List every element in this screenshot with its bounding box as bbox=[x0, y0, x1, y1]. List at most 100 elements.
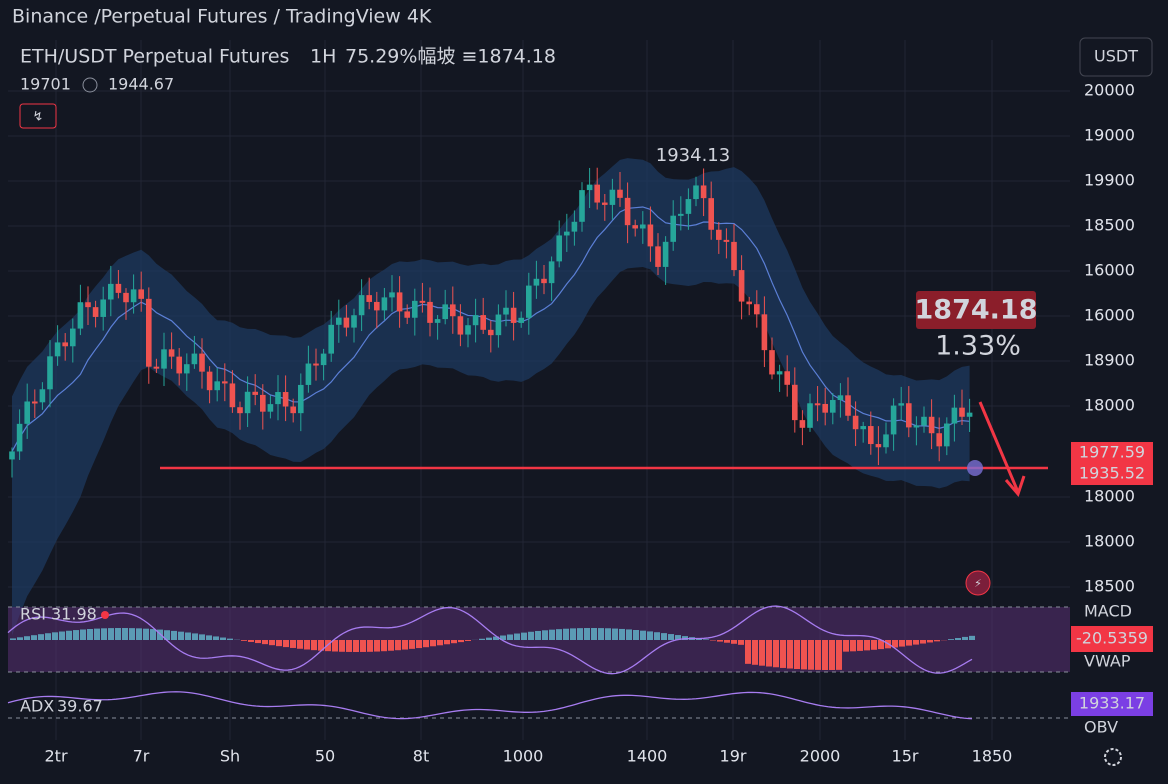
histogram-bar bbox=[220, 637, 226, 640]
histogram-bar bbox=[913, 640, 919, 645]
histogram-bar bbox=[724, 640, 730, 643]
histogram-bar bbox=[101, 628, 107, 640]
histogram-bar bbox=[682, 636, 688, 640]
histogram-bar bbox=[59, 631, 65, 640]
histogram-bar bbox=[640, 630, 646, 640]
histogram-bar bbox=[73, 630, 79, 640]
histogram-bar bbox=[500, 635, 506, 640]
histogram-bar bbox=[31, 635, 37, 640]
histogram-bar bbox=[227, 638, 233, 640]
icon-button[interactable] bbox=[19, 103, 57, 129]
candle bbox=[153, 366, 160, 369]
histogram-bar bbox=[570, 628, 576, 640]
badge-label: 1935.52 bbox=[1079, 464, 1145, 483]
price-axis-label: 19000 bbox=[1084, 126, 1135, 145]
histogram-bar bbox=[801, 640, 807, 670]
candle bbox=[108, 283, 114, 300]
macd-label: MACD bbox=[1084, 602, 1132, 621]
candle bbox=[944, 423, 950, 447]
histogram-bar bbox=[577, 628, 583, 640]
candle bbox=[100, 299, 106, 317]
histogram-bar bbox=[864, 640, 870, 651]
histogram-bar bbox=[311, 640, 317, 651]
histogram-bar bbox=[255, 640, 261, 644]
price-axis-label: 18000 bbox=[1084, 532, 1135, 551]
candle bbox=[541, 278, 547, 284]
candle bbox=[313, 363, 319, 366]
candle bbox=[39, 389, 46, 403]
price-badge bbox=[1071, 442, 1153, 485]
histogram-bar bbox=[535, 630, 541, 640]
candle bbox=[123, 292, 129, 303]
candle bbox=[237, 407, 243, 414]
candle bbox=[419, 300, 426, 303]
change: 75.29%幅坡 ≡1874.18 bbox=[345, 46, 556, 68]
candle bbox=[412, 300, 418, 318]
settings-icon[interactable] bbox=[1104, 748, 1122, 766]
candle bbox=[191, 353, 198, 365]
histogram-bar bbox=[850, 640, 856, 652]
histogram-bar bbox=[45, 633, 51, 640]
dot bbox=[101, 611, 109, 619]
histogram-bar bbox=[661, 633, 667, 640]
histogram-bar bbox=[304, 640, 310, 650]
candle bbox=[716, 229, 722, 240]
candle bbox=[632, 225, 638, 229]
currency-button[interactable] bbox=[1079, 37, 1153, 77]
candle bbox=[586, 184, 593, 191]
candle bbox=[24, 401, 30, 424]
alert-icon[interactable] bbox=[965, 570, 991, 596]
rsi-value: 31.98 bbox=[51, 605, 97, 624]
candle bbox=[571, 221, 578, 232]
histogram-bar bbox=[934, 640, 940, 642]
price-axis-label: 16000 bbox=[1084, 261, 1135, 280]
histogram-bar bbox=[969, 635, 975, 640]
histogram-bar bbox=[10, 638, 16, 640]
candle bbox=[389, 292, 395, 298]
candle bbox=[868, 426, 874, 445]
candle bbox=[472, 315, 479, 326]
histogram-bar bbox=[283, 640, 289, 648]
price-axis-label: 20000 bbox=[1084, 81, 1135, 100]
histogram-bar bbox=[52, 632, 58, 640]
histogram-bar bbox=[507, 634, 513, 640]
candle bbox=[731, 241, 737, 271]
histogram-bar bbox=[87, 628, 93, 640]
histogram-bar bbox=[598, 628, 604, 640]
candle bbox=[624, 197, 631, 226]
candle bbox=[54, 342, 61, 357]
price-axis-label: 18000 bbox=[1084, 487, 1135, 506]
candle bbox=[244, 391, 251, 414]
histogram-bar bbox=[430, 640, 436, 647]
histogram-bar bbox=[738, 640, 744, 645]
histogram-bar bbox=[129, 628, 135, 640]
histogram-bar bbox=[374, 640, 380, 652]
bollinger-band bbox=[12, 158, 970, 636]
candle bbox=[267, 404, 274, 412]
adx-line bbox=[7, 691, 973, 720]
price-axis-label: 18900 bbox=[1084, 351, 1135, 370]
time-axis-label: 19r bbox=[720, 747, 747, 766]
candle bbox=[898, 403, 904, 406]
candle bbox=[442, 304, 448, 320]
candle bbox=[130, 289, 137, 303]
candle bbox=[9, 451, 15, 460]
candle bbox=[913, 425, 920, 428]
candle bbox=[404, 311, 410, 318]
histogram-bar bbox=[66, 630, 72, 640]
candle bbox=[655, 246, 661, 267]
histogram-bar bbox=[773, 640, 779, 668]
histogram-bar bbox=[878, 640, 884, 650]
histogram-bar bbox=[815, 640, 821, 670]
time-axis-label: 50 bbox=[315, 747, 335, 766]
histogram-bar bbox=[458, 640, 464, 643]
stat: 19701 bbox=[20, 75, 71, 94]
histogram-bar bbox=[178, 631, 184, 640]
histogram-bar bbox=[465, 640, 471, 641]
candle bbox=[434, 319, 441, 323]
histogram-bar bbox=[402, 640, 408, 650]
candle bbox=[336, 317, 342, 325]
candle bbox=[518, 317, 524, 323]
candle bbox=[351, 315, 357, 328]
histogram-bar bbox=[388, 640, 394, 651]
